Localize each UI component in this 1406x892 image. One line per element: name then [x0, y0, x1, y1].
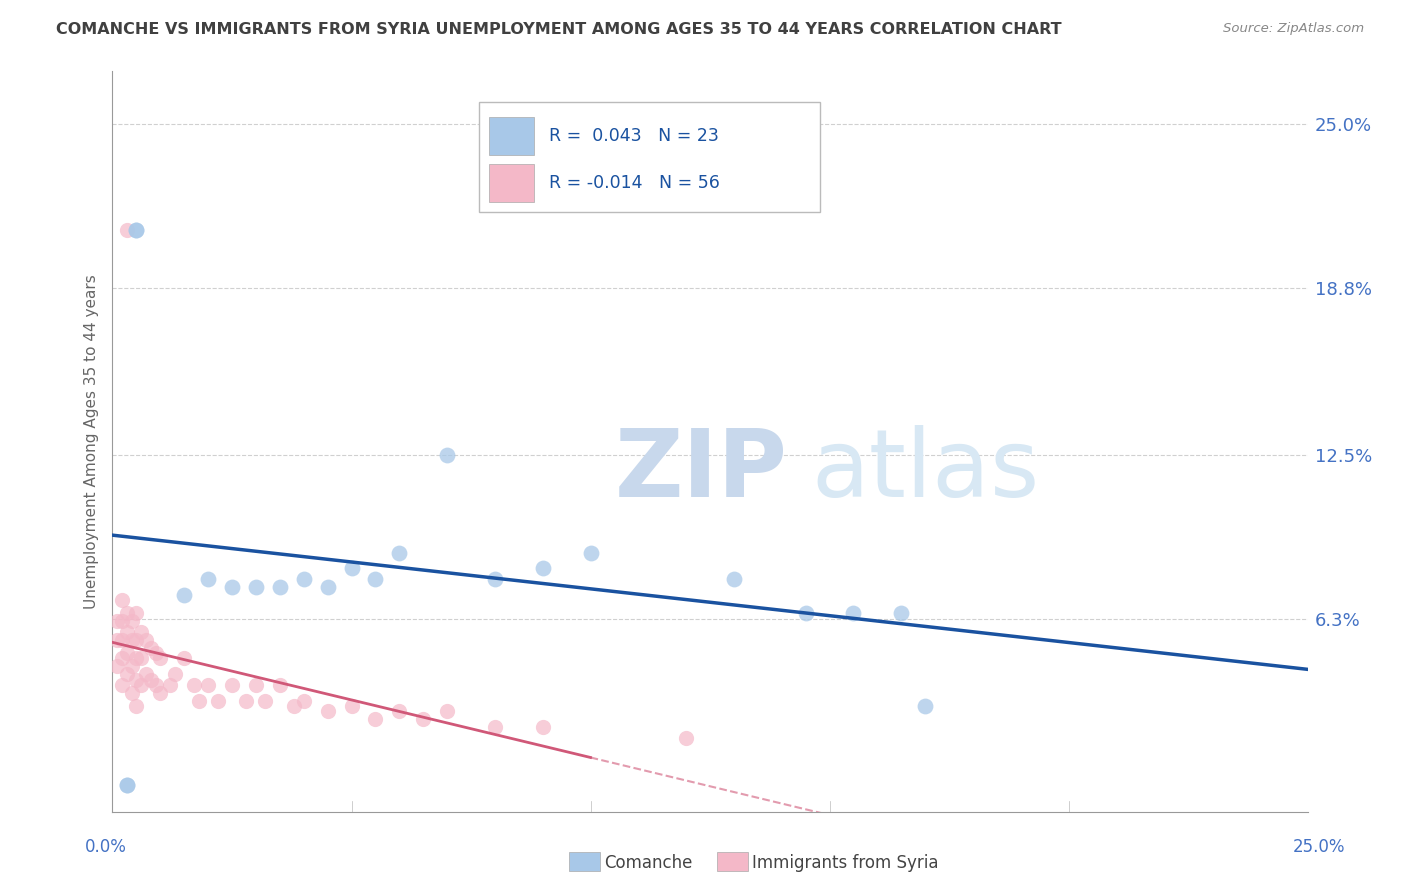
Point [115, 646, 138, 660]
Point [484, 720, 506, 734]
Point [436, 704, 458, 718]
Point [105, 659, 128, 673]
Point [139, 673, 162, 687]
Point [145, 646, 167, 660]
Point [111, 678, 134, 692]
Point [125, 223, 148, 237]
FancyBboxPatch shape [489, 117, 534, 155]
Point [105, 632, 128, 647]
Text: COMANCHE VS IMMIGRANTS FROM SYRIA UNEMPLOYMENT AMONG AGES 35 TO 44 YEARS CORRELA: COMANCHE VS IMMIGRANTS FROM SYRIA UNEMPL… [56, 22, 1062, 37]
Point [125, 607, 148, 621]
Point [121, 632, 143, 647]
Point [197, 678, 219, 692]
Point [115, 624, 138, 639]
Point [531, 561, 554, 575]
Point [187, 694, 209, 708]
Point [115, 607, 138, 621]
Point [125, 651, 148, 665]
Text: ZIP: ZIP [614, 425, 787, 517]
Point [842, 607, 865, 621]
Point [283, 698, 305, 713]
Text: Comanche: Comanche [605, 855, 693, 872]
Point [183, 678, 205, 692]
Point [121, 686, 143, 700]
Point [221, 580, 243, 594]
Point [121, 615, 143, 629]
Point [173, 651, 195, 665]
Point [254, 694, 277, 708]
Text: 0.0%: 0.0% [84, 838, 127, 855]
Point [364, 572, 387, 586]
Point [129, 678, 152, 692]
Text: R = -0.014   N = 56: R = -0.014 N = 56 [548, 174, 720, 192]
Point [125, 673, 148, 687]
Point [111, 632, 134, 647]
Point [163, 667, 186, 681]
Point [149, 651, 172, 665]
Point [197, 572, 219, 586]
Point [436, 448, 458, 462]
Point [115, 223, 138, 237]
Point [111, 615, 134, 629]
FancyBboxPatch shape [489, 164, 534, 202]
Point [125, 698, 148, 713]
Point [794, 607, 817, 621]
Point [111, 593, 134, 607]
Point [115, 778, 138, 792]
Point [269, 580, 291, 594]
Point [340, 698, 363, 713]
Point [135, 667, 157, 681]
Point [245, 678, 267, 692]
Point [173, 588, 195, 602]
Point [135, 632, 157, 647]
Y-axis label: Unemployment Among Ages 35 to 44 years: Unemployment Among Ages 35 to 44 years [83, 274, 98, 609]
Text: Source: ZipAtlas.com: Source: ZipAtlas.com [1223, 22, 1364, 36]
Point [675, 731, 697, 745]
Point [111, 651, 134, 665]
Text: R =  0.043   N = 23: R = 0.043 N = 23 [548, 127, 718, 145]
Point [890, 607, 912, 621]
Point [245, 580, 267, 594]
Point [316, 580, 339, 594]
Point [139, 640, 162, 655]
Text: Immigrants from Syria: Immigrants from Syria [752, 855, 939, 872]
Point [388, 704, 411, 718]
Point [115, 778, 138, 792]
Point [129, 651, 152, 665]
Point [388, 546, 411, 560]
Point [235, 694, 257, 708]
Text: 25.0%: 25.0% [1292, 838, 1346, 855]
Point [723, 572, 745, 586]
Point [129, 624, 152, 639]
Point [579, 546, 602, 560]
FancyBboxPatch shape [479, 103, 820, 212]
Point [531, 720, 554, 734]
Point [364, 712, 387, 726]
Point [105, 615, 128, 629]
Point [115, 667, 138, 681]
Point [269, 678, 291, 692]
Point [340, 561, 363, 575]
Point [149, 686, 172, 700]
Point [292, 572, 315, 586]
Point [159, 678, 181, 692]
Point [316, 704, 339, 718]
Point [412, 712, 434, 726]
Point [125, 632, 148, 647]
Point [484, 572, 506, 586]
Text: atlas: atlas [811, 425, 1040, 517]
Point [145, 678, 167, 692]
Point [914, 698, 936, 713]
Point [125, 223, 148, 237]
Point [121, 659, 143, 673]
Point [207, 694, 229, 708]
Point [221, 678, 243, 692]
Point [292, 694, 315, 708]
